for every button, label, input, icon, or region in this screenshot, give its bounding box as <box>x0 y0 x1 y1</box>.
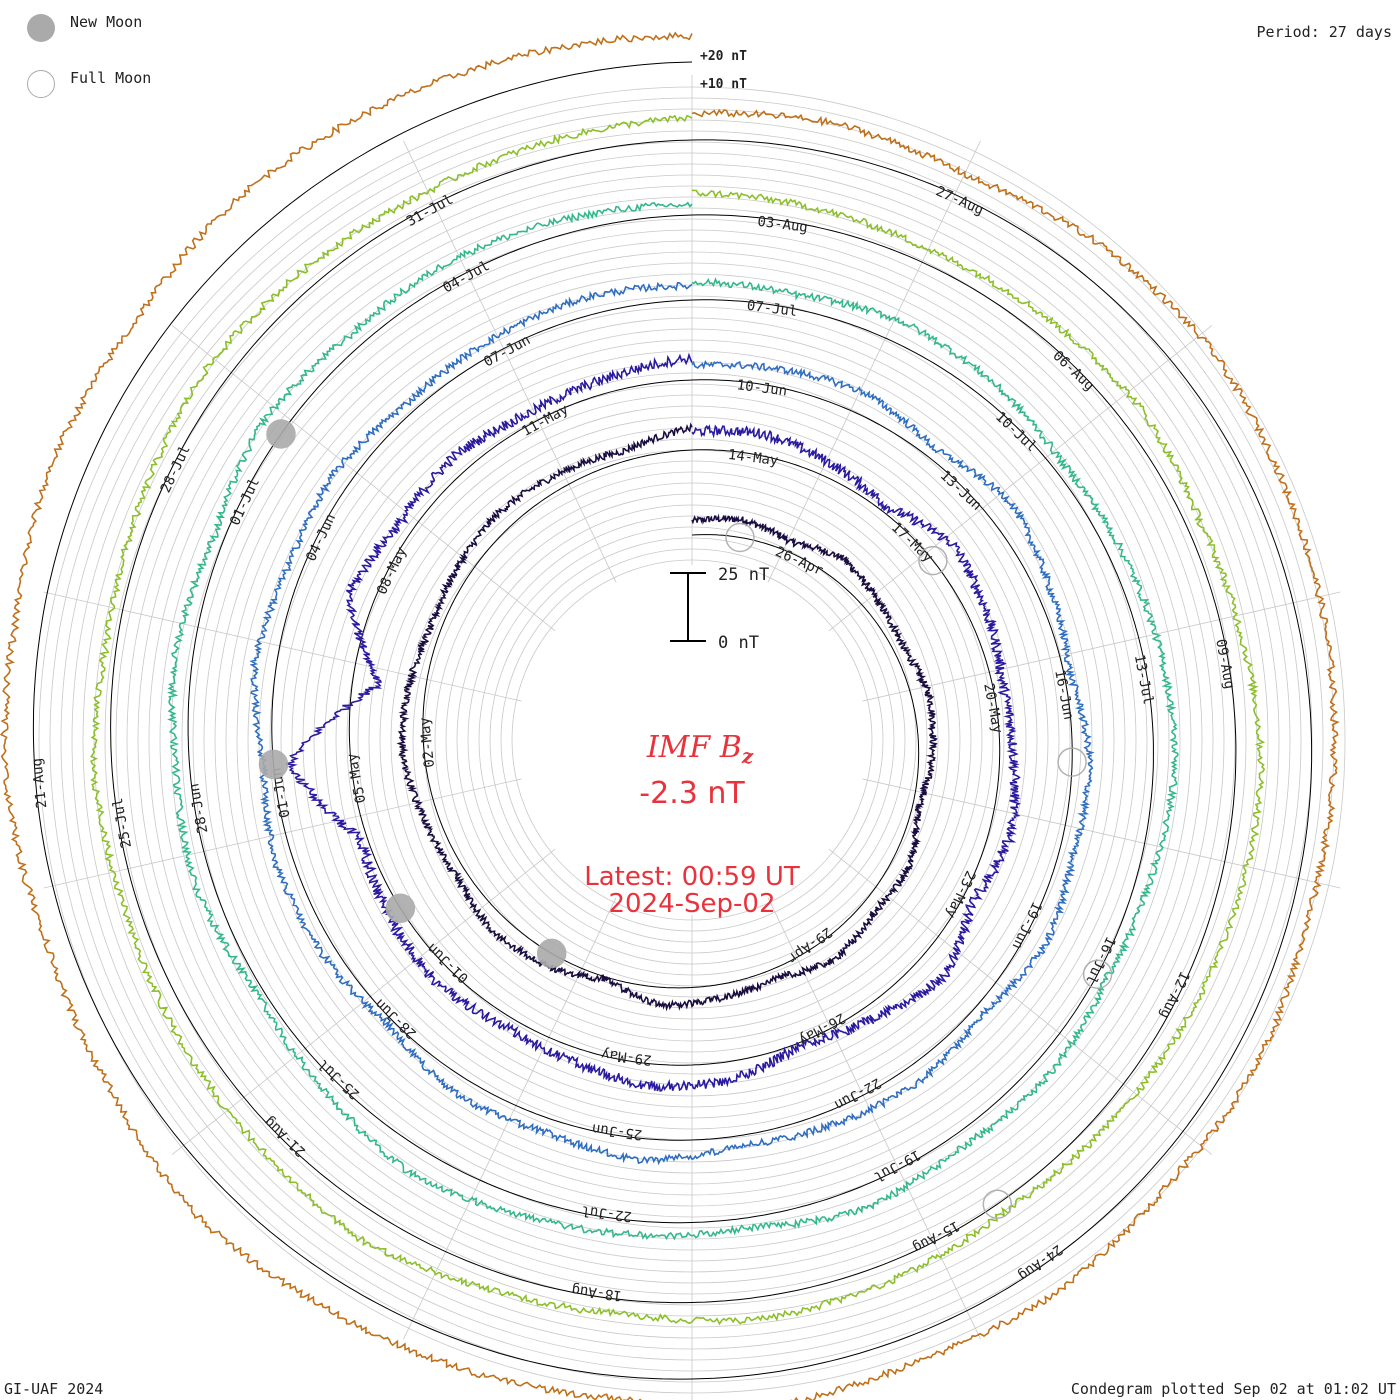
grid-spoke <box>403 140 617 583</box>
moon-layer <box>258 419 1113 1219</box>
credit-label: GI-UAF 2024 <box>4 1380 104 1398</box>
new-moon-marker <box>258 749 289 780</box>
grid-spoke <box>828 848 1213 1155</box>
date-label: 05-May <box>344 752 369 805</box>
full-moon-marker <box>982 1189 1013 1219</box>
date-label: 21-Aug <box>261 1113 309 1159</box>
date-label: 01-Jul <box>227 476 263 529</box>
date-label: 01-Jun <box>424 940 472 986</box>
date-label: 04-Jul <box>440 258 492 296</box>
series-cycle-2 <box>285 352 1022 1092</box>
center-title: IMF Bz <box>646 730 754 768</box>
date-label: 28-Jun <box>186 782 211 835</box>
grid-spoke <box>171 848 556 1155</box>
grid-spoke <box>862 778 1341 889</box>
series-cycle-5 <box>90 114 1266 1326</box>
date-label: 18-Aug <box>571 1281 623 1303</box>
date-label: 29-May <box>600 1046 652 1068</box>
date-label: 02-May <box>417 716 438 768</box>
new-moon-marker <box>266 419 296 449</box>
grid-spoke <box>862 591 1341 702</box>
date-label: 07-Jul <box>746 298 798 320</box>
label-layer: 26-Apr29-Apr02-May14-May17-May20-May23-M… <box>29 183 1237 1303</box>
series-layer <box>0 31 1340 1400</box>
grid-spoke <box>767 140 981 583</box>
series-cycle-3 <box>249 281 1095 1166</box>
scale-bottom-label: 0 nT <box>718 633 759 653</box>
new-moon-marker <box>385 893 416 924</box>
date-label: 10-Jun <box>736 377 788 399</box>
date-label: 19-Jun <box>1009 899 1045 952</box>
series-cycle-6 <box>0 31 1340 1400</box>
series-cycle-1 <box>396 422 938 1012</box>
date-label: 20-May <box>980 682 1005 735</box>
center-title-sub: z <box>741 744 754 768</box>
baseline-cycle-4 <box>187 214 1154 1224</box>
full-moon-legend-label: Full Moon <box>70 69 152 87</box>
scale-bar: 25 nT 0 nT <box>670 565 769 653</box>
date-label: 24-Aug <box>1015 1241 1065 1284</box>
latest-date: 2024-Sep-02 <box>608 889 775 919</box>
date-label: 09-Aug <box>1212 638 1237 691</box>
series-cycle-4 <box>166 201 1179 1241</box>
date-label: 25-Jun <box>591 1120 643 1142</box>
full-moon-marker <box>1057 747 1087 777</box>
grid-spoke <box>43 778 522 889</box>
period-label: Period: 27 days <box>1256 23 1392 41</box>
baseline-cycle-1 <box>422 449 920 989</box>
baseline-cycle-6 <box>32 61 1313 1380</box>
latest-time: Latest: 00:59 UT <box>584 862 800 892</box>
center-value: -2.3 nT <box>639 776 745 811</box>
date-label: 22-Jul <box>581 1202 633 1224</box>
baseline-cycle-5 <box>110 139 1237 1304</box>
baseline-cycle-3 <box>271 299 1073 1141</box>
baseline-cycle-2 <box>348 379 1001 1066</box>
full-moon-marker <box>725 522 755 553</box>
date-label: 13-Jul <box>1131 653 1156 706</box>
grid-spoke <box>828 325 1213 632</box>
date-label: 21-Aug <box>29 757 50 809</box>
ref-label-10: +10 nT <box>700 77 747 92</box>
date-label: 31-Jul <box>404 192 456 230</box>
new-moon-marker <box>536 938 567 969</box>
center-title-text: IMF <box>646 730 712 765</box>
new-moon-legend-icon <box>27 14 55 42</box>
center-title-var: B <box>719 730 742 765</box>
full-moon-marker <box>1082 959 1113 989</box>
date-label: 27-Aug <box>933 183 986 218</box>
scale-top-label: 25 nT <box>718 565 769 585</box>
date-label: 17-May <box>888 520 936 566</box>
date-label: 14-May <box>727 447 779 469</box>
date-label: 10-Jul <box>992 409 1040 455</box>
date-label: 03-Aug <box>756 214 808 236</box>
date-label: 26-May <box>796 1009 848 1047</box>
grid-spoke <box>43 591 522 702</box>
new-moon-legend-label: New Moon <box>70 13 143 31</box>
plotted-timestamp: Condegram plotted Sep 02 at 01:02 UT <box>1070 1380 1396 1398</box>
full-moon-legend-icon <box>27 70 55 98</box>
full-moon-marker <box>918 545 948 576</box>
ref-label-20: +20 nT <box>700 49 747 64</box>
grid-spoke <box>767 897 981 1340</box>
grid-spoke <box>171 325 556 632</box>
date-label: 23-May <box>942 868 978 921</box>
date-label: 28-Jun <box>372 995 420 1041</box>
